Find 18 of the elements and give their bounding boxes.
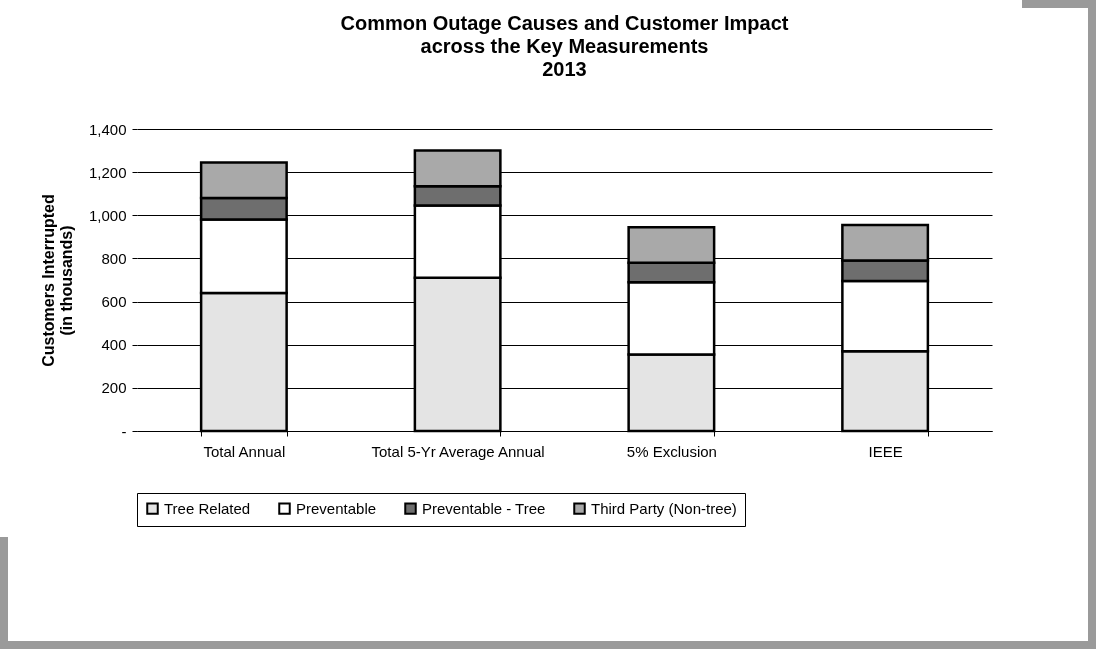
x-tick-label: Total Annual	[203, 442, 286, 460]
y-axis-title: Customers Interrupted (in thousands)	[39, 194, 75, 367]
y-tick-label: 1,200	[88, 163, 127, 181]
y-tick-label: -	[121, 422, 127, 440]
legend-label: Tree Related	[164, 499, 251, 517]
x-tick-label: 5% Exclusion	[626, 442, 717, 460]
x-tick-label: Total 5-Yr Average Annual	[371, 442, 545, 460]
legend-label: Third Party (Non-tree)	[591, 499, 737, 517]
y-tick-label: 1,000	[88, 206, 127, 224]
legend-label: Preventable - Tree	[422, 499, 546, 517]
y-tick-label: 800	[101, 249, 127, 267]
legend-label: Preventable	[296, 499, 377, 517]
y-tick-label: 400	[101, 336, 127, 354]
x-tick-label: IEEE	[868, 442, 903, 460]
y-tick-label: 1,400	[88, 120, 127, 138]
y-tick-label: 200	[101, 379, 127, 397]
y-tick-label: 600	[101, 293, 127, 311]
chart-title: Common Outage Causes and Customer Impact across the Key Measurements 2013	[340, 12, 789, 80]
